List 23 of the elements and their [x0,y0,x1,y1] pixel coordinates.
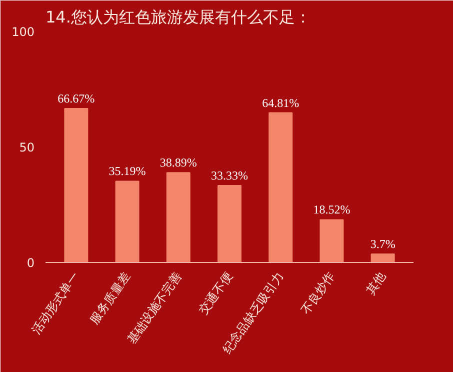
data-label: 66.67% [58,91,95,106]
bar [115,180,140,262]
bar [166,172,190,262]
chart-title: 14.您认为红色旅游发展有什么不足： [46,8,311,26]
x-tick-label: 交通不便 [196,269,236,317]
x-tick-label: 其他 [363,269,389,298]
data-label: 3.7% [370,236,396,251]
x-tick-label: 不良炒作 [298,269,338,317]
x-tick-label: 活动形式单一 [29,269,82,336]
bar [218,185,242,262]
data-label: 38.89% [160,156,197,170]
data-label: 35.19% [108,164,146,178]
x-tick-label: 服务质量差 [87,269,134,327]
y-tick-label: 0 [26,256,35,270]
y-tick-label: 100 [12,25,34,39]
bar [370,253,395,262]
data-label: 64.81% [262,96,300,110]
y-tick-label: 50 [19,140,35,154]
data-label: 33.33% [211,168,248,183]
bar [268,112,293,262]
bar [64,108,88,262]
bar [320,219,344,262]
data-label: 18.52% [313,202,350,217]
